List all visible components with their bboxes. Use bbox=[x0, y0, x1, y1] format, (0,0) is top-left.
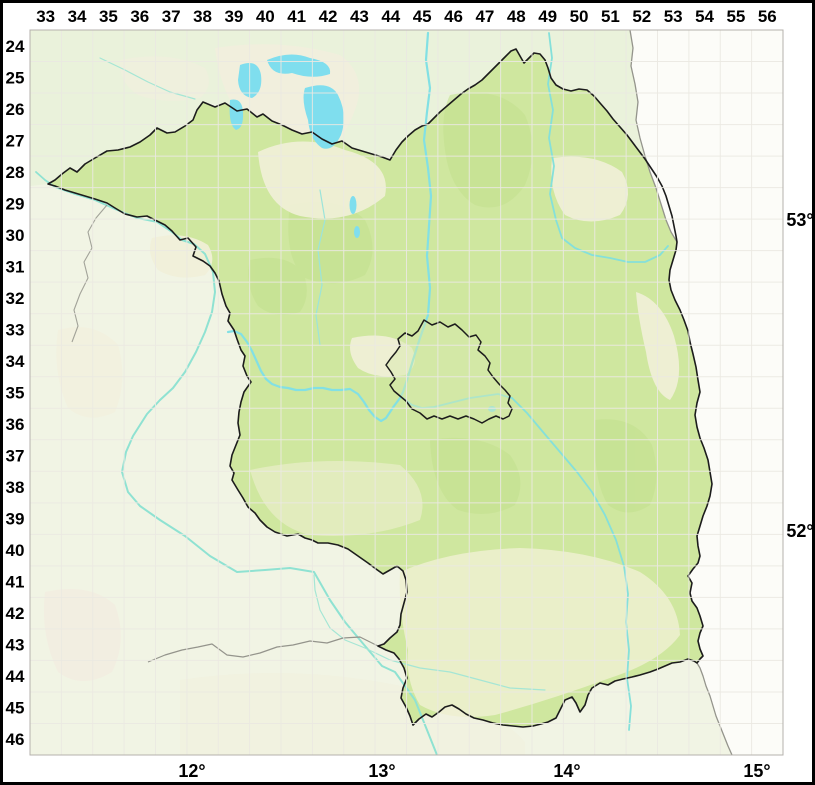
row-label-39: 39 bbox=[6, 510, 25, 529]
latitude-label-0: 53° bbox=[786, 210, 813, 230]
column-label-46: 46 bbox=[444, 7, 463, 26]
longitude-label-3: 15° bbox=[743, 761, 770, 781]
row-label-35: 35 bbox=[6, 384, 25, 403]
no-data-area bbox=[630, 30, 783, 755]
row-label-46: 46 bbox=[6, 730, 25, 749]
column-label-42: 42 bbox=[319, 7, 338, 26]
border-west-neighbors bbox=[71, 204, 108, 343]
row-label-41: 41 bbox=[6, 573, 25, 592]
longitude-label-2: 14° bbox=[553, 761, 580, 781]
forest-patches bbox=[248, 92, 657, 514]
rivers bbox=[35, 31, 669, 755]
river-rhin bbox=[315, 189, 326, 346]
border-south-neighbors bbox=[147, 636, 379, 663]
latitude-labels: 53° 52° bbox=[786, 210, 813, 541]
neighbor-boundaries bbox=[71, 30, 733, 755]
grid-lines bbox=[30, 30, 783, 755]
longitude-label-0: 12° bbox=[178, 761, 205, 781]
row-label-27: 27 bbox=[6, 131, 25, 150]
terrain-patch bbox=[43, 588, 121, 681]
column-label-33: 33 bbox=[36, 7, 55, 26]
terrain-patch bbox=[56, 327, 123, 418]
column-label-36: 36 bbox=[130, 7, 149, 26]
berlin-area bbox=[385, 319, 513, 424]
row-label-43: 43 bbox=[6, 636, 25, 655]
column-label-50: 50 bbox=[570, 7, 589, 26]
row-label-42: 42 bbox=[6, 604, 25, 623]
column-label-39: 39 bbox=[224, 7, 243, 26]
column-label-37: 37 bbox=[162, 7, 181, 26]
river-elbe-border bbox=[35, 171, 173, 233]
column-label-56: 56 bbox=[758, 7, 777, 26]
longitude-label-1: 13° bbox=[368, 761, 395, 781]
river-spree bbox=[511, 397, 632, 731]
row-label-33: 33 bbox=[6, 320, 25, 339]
river-havel bbox=[226, 31, 433, 423]
row-label-34: 34 bbox=[6, 352, 25, 371]
column-label-49: 49 bbox=[538, 7, 557, 26]
row-label-26: 26 bbox=[6, 100, 25, 119]
row-header: 24 25 26 27 28 29 30 31 32 33 34 35 36 37 38 39 40 41 42 43… bbox=[6, 37, 25, 749]
row-label-28: 28 bbox=[6, 163, 25, 182]
row-label-32: 32 bbox=[6, 289, 25, 308]
column-label-43: 43 bbox=[350, 7, 369, 26]
column-label-44: 44 bbox=[381, 7, 400, 26]
column-label-53: 53 bbox=[664, 7, 683, 26]
column-label-47: 47 bbox=[475, 7, 494, 26]
row-label-40: 40 bbox=[6, 541, 25, 560]
longitude-labels: 12° 13° 14° 15° bbox=[178, 761, 770, 781]
region-south-neighbor bbox=[180, 672, 525, 755]
row-label-29: 29 bbox=[6, 194, 25, 213]
row-label-25: 25 bbox=[6, 68, 25, 87]
river-schwarze-elster bbox=[313, 574, 546, 691]
column-label-40: 40 bbox=[256, 7, 275, 26]
row-label-38: 38 bbox=[6, 478, 25, 497]
row-label-30: 30 bbox=[6, 226, 25, 245]
latitude-label-1: 52° bbox=[786, 521, 813, 541]
column-label-45: 45 bbox=[413, 7, 432, 26]
river-elde bbox=[99, 57, 196, 100]
column-label-51: 51 bbox=[601, 7, 620, 26]
column-label-41: 41 bbox=[287, 7, 306, 26]
lowland-southwest bbox=[250, 461, 423, 536]
row-label-36: 36 bbox=[6, 415, 25, 434]
river-elbe bbox=[121, 231, 438, 755]
lake bbox=[349, 196, 357, 214]
river-oder bbox=[547, 32, 669, 263]
row-label-24: 24 bbox=[6, 37, 25, 56]
column-header: 33 34 35 36 37 38 39 40 41 42 43 44 45 46 47 48 49 50 51 52… bbox=[36, 7, 777, 26]
lake bbox=[354, 226, 360, 238]
column-label-48: 48 bbox=[507, 7, 526, 26]
column-label-35: 35 bbox=[99, 7, 118, 26]
map-image bbox=[30, 30, 783, 755]
map-area-border bbox=[29, 29, 784, 756]
column-label-34: 34 bbox=[68, 7, 87, 26]
row-label-37: 37 bbox=[6, 447, 25, 466]
border-poland-north bbox=[629, 30, 678, 243]
border-neisse bbox=[696, 662, 733, 755]
row-label-31: 31 bbox=[6, 257, 25, 276]
row-label-44: 44 bbox=[6, 667, 25, 686]
column-label-54: 54 bbox=[695, 7, 714, 26]
lake bbox=[229, 99, 244, 130]
row-label-45: 45 bbox=[6, 699, 25, 718]
column-label-55: 55 bbox=[726, 7, 745, 26]
column-label-38: 38 bbox=[193, 7, 212, 26]
lake bbox=[267, 54, 331, 77]
column-label-52: 52 bbox=[632, 7, 651, 26]
